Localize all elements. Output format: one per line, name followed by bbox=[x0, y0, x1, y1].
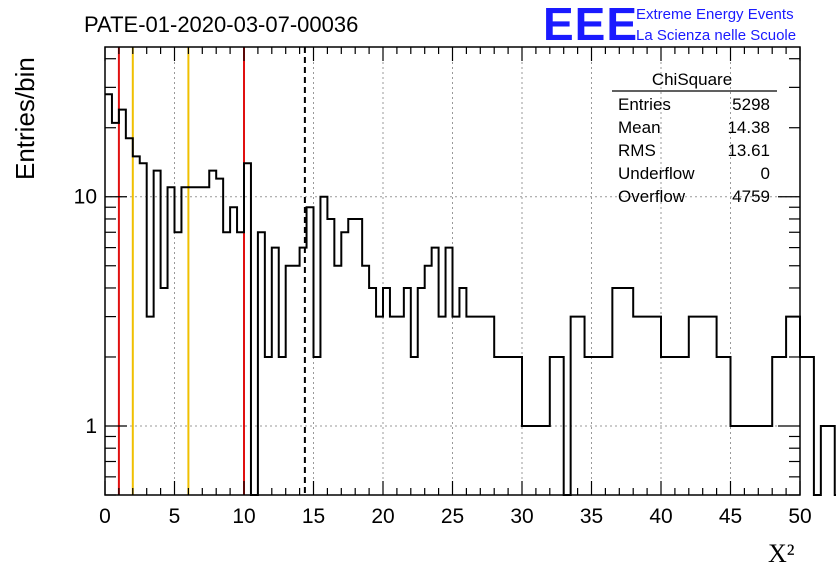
x-tick-label: 30 bbox=[510, 505, 533, 528]
plot-frame bbox=[104, 46, 801, 496]
eee-logo-line2: La Scienza nelle Scuole bbox=[636, 27, 796, 44]
x-tick-label: 0 bbox=[99, 505, 111, 528]
y-axis-title: Entries/bin bbox=[10, 57, 40, 180]
axis-ticks: 0 5 10 15 20 25 30 35 40 45 50 1 10 bbox=[74, 47, 812, 528]
stats-label-overflow: Overflow bbox=[618, 187, 686, 206]
histogram-series bbox=[105, 93, 836, 496]
y-tick-label: 10 bbox=[74, 186, 97, 209]
stats-label-entries: Entries bbox=[618, 95, 671, 114]
x-tick-label: 40 bbox=[649, 505, 672, 528]
stats-label-rms: RMS bbox=[618, 141, 656, 160]
eee-logo-mark: EEE bbox=[543, 0, 638, 50]
eee-logo: EEE Extreme Energy Events La Scienza nel… bbox=[543, 0, 796, 50]
x-tick-label: 10 bbox=[232, 505, 255, 528]
stats-label-mean: Mean bbox=[618, 118, 661, 137]
x-tick-label: 15 bbox=[302, 505, 325, 528]
chart-title: PATE-01-2020-03-07-00036 bbox=[84, 12, 358, 37]
x-axis-title: X² bbox=[768, 539, 795, 568]
y-tick-label: 1 bbox=[85, 415, 97, 438]
stats-label-underflow: Underflow bbox=[618, 164, 695, 183]
x-tick-label: 45 bbox=[719, 505, 742, 528]
stats-value-rms: 13.61 bbox=[727, 141, 770, 160]
x-tick-label: 25 bbox=[441, 505, 464, 528]
stats-value-mean: 14.38 bbox=[727, 118, 770, 137]
x-tick-label: 20 bbox=[371, 505, 394, 528]
stats-value-overflow: 4759 bbox=[732, 187, 770, 206]
stats-value-underflow: 0 bbox=[761, 164, 770, 183]
stats-value-entries: 5298 bbox=[732, 95, 770, 114]
eee-logo-line1: Extreme Energy Events bbox=[636, 6, 794, 23]
stats-box: ChiSquare Entries 5298 Mean 14.38 RMS 13… bbox=[612, 70, 777, 206]
x-tick-label: 35 bbox=[580, 505, 603, 528]
x-tick-label: 5 bbox=[169, 505, 181, 528]
grid-lines bbox=[105, 47, 800, 495]
stats-title: ChiSquare bbox=[652, 70, 732, 89]
x-tick-label: 50 bbox=[788, 505, 811, 528]
